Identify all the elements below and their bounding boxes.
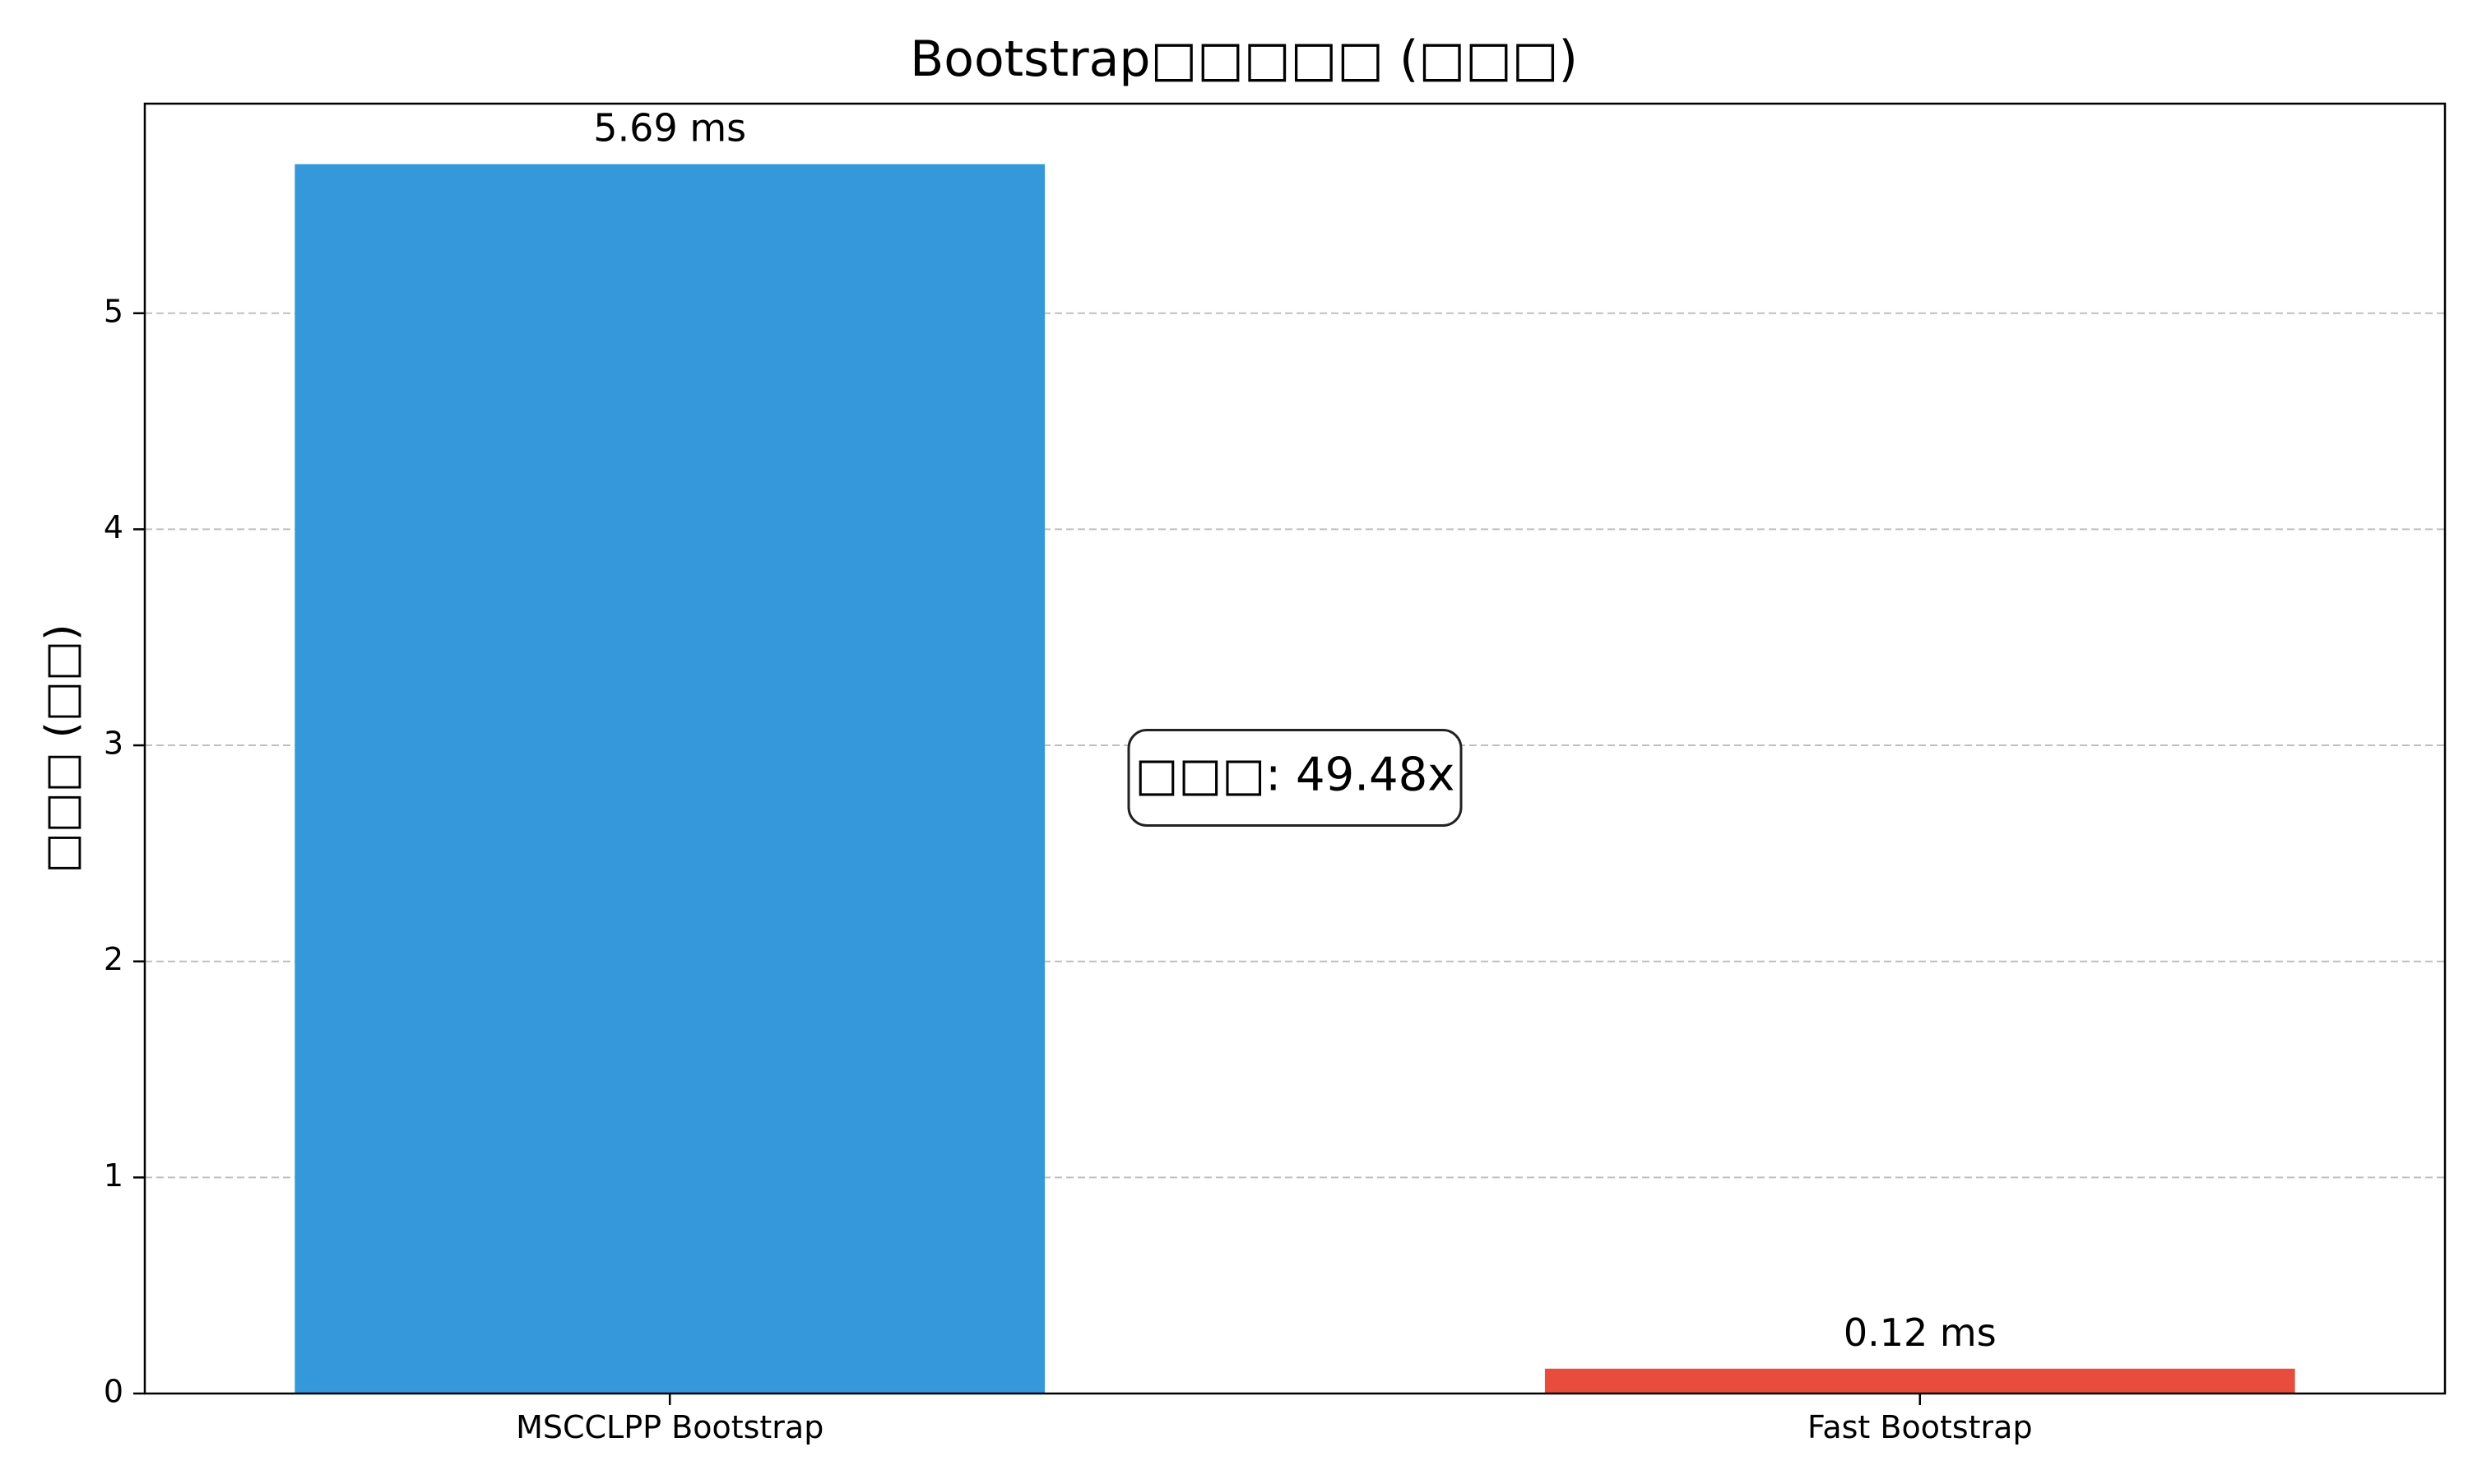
bar-value-label: 0.12 ms <box>1844 1310 1997 1355</box>
bar <box>295 164 1046 1394</box>
y-axis-ticks: 0 1 2 3 4 5 <box>104 293 145 1410</box>
x-tick-label: Fast Bootstrap <box>1807 1409 2033 1445</box>
bars <box>295 164 2295 1394</box>
value-labels: 5.69 ms 0.12 ms <box>593 106 1996 1355</box>
chart-title: Bootstrap□□□□□ (□□□) <box>910 30 1578 88</box>
y-tick-label: 5 <box>104 293 123 329</box>
x-axis-ticks: MSCCLPP Bootstrap Fast Bootstrap <box>516 1394 2033 1445</box>
y-axis-label: □□□ (□□) <box>37 624 86 874</box>
plot-frame <box>143 102 2447 1395</box>
speedup-annotation: □□□: 49.48x <box>1127 728 1463 827</box>
y-tick-label: 1 <box>104 1157 123 1194</box>
annotation-text: □□□: 49.48x <box>1135 749 1455 802</box>
y-tick-label: 0 <box>104 1374 123 1410</box>
y-tick-label: 2 <box>104 941 123 977</box>
y-tick-label: 3 <box>104 726 123 762</box>
bar-value-label: 5.69 ms <box>593 106 746 151</box>
bar <box>1544 1368 2295 1394</box>
annotation-box <box>1127 728 1463 827</box>
y-tick-label: 4 <box>104 509 123 545</box>
x-tick-label: MSCCLPP Bootstrap <box>516 1409 823 1445</box>
